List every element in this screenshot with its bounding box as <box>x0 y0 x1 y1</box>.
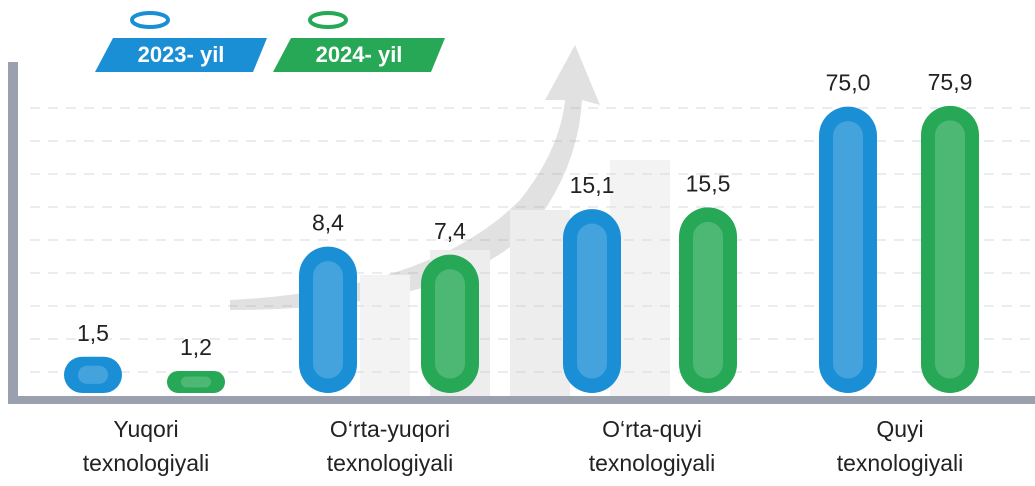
bar-highlight <box>435 269 465 378</box>
value-label: 75,0 <box>826 70 871 96</box>
bar-highlight <box>313 261 343 378</box>
value-label: 1,5 <box>77 320 109 346</box>
x-tick-label: Quyi texnologiyali <box>815 412 985 480</box>
legend-tab <box>132 13 168 27</box>
value-label: 75,9 <box>928 69 973 95</box>
legend-tab <box>310 13 346 27</box>
axis-left <box>8 62 18 402</box>
legend: 2023- yil 2024- yil <box>95 13 445 72</box>
value-label: 7,4 <box>434 218 466 244</box>
bar-highlight <box>577 224 607 379</box>
x-tick-label: O‘rta-yuqori texnologiyali <box>305 412 475 480</box>
bar-highlight <box>693 222 723 379</box>
x-tick-label: Yuqori texnologiyali <box>61 412 231 480</box>
value-label: 15,5 <box>686 171 731 197</box>
value-label: 15,1 <box>570 172 615 198</box>
bar-highlight <box>181 376 211 387</box>
page: 2023- yil 2024- yil 1,5 8,4 15,1 75,0 1,2 7,4 1… <box>0 0 1035 486</box>
x-tick-label: O‘rta-quyi texnologiyali <box>567 412 737 480</box>
legend-label: 2023- yil <box>138 42 225 67</box>
legend-label: 2024- yil <box>316 42 403 67</box>
value-label: 8,4 <box>312 210 344 236</box>
bar-highlight <box>833 121 863 378</box>
axis-base <box>8 396 1035 404</box>
value-label: 1,2 <box>180 334 212 360</box>
bar-highlight <box>78 366 108 384</box>
bar-highlight <box>935 120 965 378</box>
